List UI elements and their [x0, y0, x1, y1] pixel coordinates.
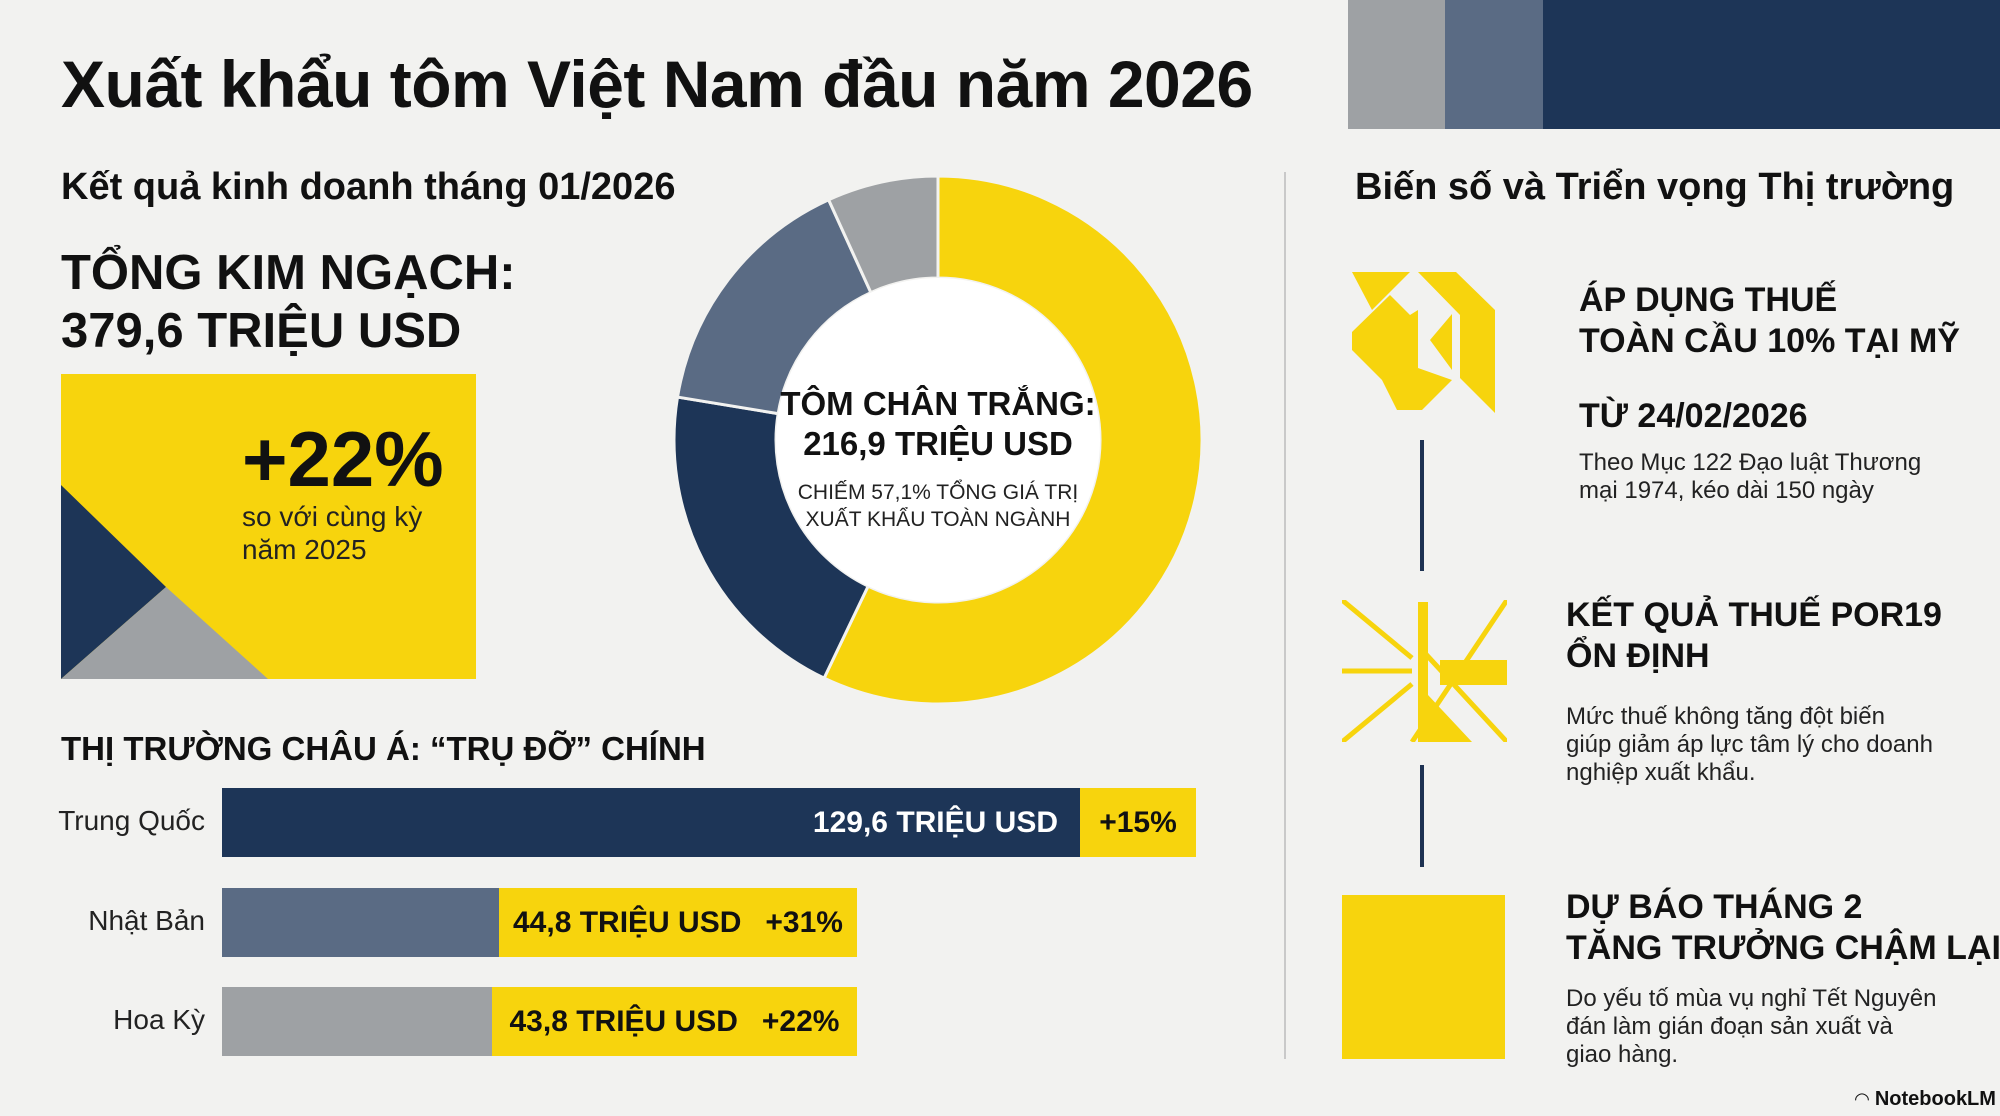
decor-block-gray: [1348, 0, 1445, 129]
bar-usa-value: 43,8 TRIỆU USD: [509, 1004, 738, 1038]
bar-japan: [222, 888, 499, 957]
total-value: 379,6 TRIỆU USD: [61, 304, 462, 358]
converging-lines-icon: [1342, 600, 1507, 742]
item1-body: Theo Mục 122 Đạo luật Thương mại 1974, k…: [1579, 449, 1921, 505]
market-label-china: Trung Quốc: [58, 805, 205, 836]
donut-center-note1: CHIẾM 57,1% TỔNG GIÁ TRỊ: [797, 481, 1079, 504]
item3-body-line3: giao hàng.: [1566, 1041, 1679, 1068]
item1-date: TỪ 24/02/2026: [1579, 397, 1808, 435]
item2-title-line1: KẾT QUẢ THUẾ POR19: [1566, 596, 1942, 634]
yellow-square-icon: [1342, 895, 1505, 1059]
geometric-tangram-icon: [1352, 272, 1495, 413]
notebooklm-brand: ◠ NotebookLM: [1855, 1088, 1996, 1111]
item1-body-line1: Theo Mục 122 Đạo luật Thương: [1579, 449, 1922, 476]
item1-title-line1: ÁP DỤNG THUẾ: [1579, 281, 1838, 319]
donut-chart: [672, 174, 1204, 706]
bar-china-value: 129,6 TRIỆU USD: [812, 805, 1058, 839]
section-subtitle: Kết quả kinh doanh tháng 01/2026: [61, 166, 676, 208]
bar-usa: [222, 987, 492, 1056]
bar-japan-label: 44,8 TRIỆU USD +31%: [499, 888, 857, 957]
timeline-connector: [1420, 440, 1424, 571]
asia-heading: THỊ TRƯỜNG CHÂU Á: “TRỤ ĐỠ” CHÍNH: [61, 730, 706, 767]
item3-body-line2: đán làm gián đoạn sản xuất và: [1566, 1013, 1893, 1040]
donut-hole: [776, 278, 1100, 602]
growth-caption: so với cùng kỳ năm 2025: [242, 500, 422, 566]
bar-japan-value: 44,8 TRIỆU USD: [513, 905, 742, 939]
item3-body-line1: Do yếu tố mùa vụ nghỉ Tết Nguyên: [1566, 985, 1937, 1012]
market-label-japan: Nhật Bản: [88, 905, 205, 936]
item2-title-line2: ỔN ĐỊNH: [1566, 637, 1710, 675]
item3-body: Do yếu tố mùa vụ nghỉ Tết Nguyên đán làm…: [1566, 985, 1936, 1069]
market-label-usa: Hoa Kỳ: [113, 1004, 205, 1035]
item3-title-line1: DỰ BÁO THÁNG 2: [1566, 888, 1863, 926]
navy-triangle: [61, 485, 166, 679]
decor-block-slate: [1445, 0, 1543, 129]
growth-value: +22%: [242, 415, 444, 503]
vertical-divider: [1284, 172, 1286, 1059]
growth-china: +15%: [1099, 805, 1177, 839]
total-label: TỔNG KIM NGẠCH:: [61, 246, 516, 300]
page-title: Xuất khẩu tôm Việt Nam đầu năm 2026: [61, 47, 1253, 121]
bar-china-growth: +15%: [1080, 788, 1196, 857]
growth-japan: +31%: [765, 905, 843, 939]
item1-title-line2: TOÀN CẦU 10% TẠI MỸ: [1579, 322, 1960, 360]
item1-body-line2: mại 1974, kéo dài 150 ngày: [1579, 477, 1874, 504]
item2-body-line3: nghiệp xuất khẩu.: [1566, 759, 1756, 786]
outlook-heading: Biến số và Triển vọng Thị trường: [1355, 166, 1955, 208]
notebooklm-logo-icon: ◠: [1855, 1089, 1869, 1109]
item2-title: KẾT QUẢ THUẾ POR19 ỔN ĐỊNH: [1566, 595, 1942, 677]
donut-center-value: 216,9 TRIỆU USD: [803, 425, 1073, 462]
growth-caption-line1: so với cùng kỳ: [242, 501, 423, 532]
timeline-connector: [1420, 765, 1424, 867]
brand-text: NotebookLM: [1874, 1088, 1996, 1110]
growth-card-decor: [61, 485, 268, 679]
item2-body-line2: giúp giảm áp lực tâm lý cho doanh: [1566, 731, 1933, 758]
growth-caption-line2: năm 2025: [242, 534, 367, 565]
donut-center-title: TÔM CHÂN TRẮNG:: [780, 385, 1096, 422]
donut-center-note2: XUẤT KHẨU TOÀN NGÀNH: [805, 508, 1071, 531]
total-export: TỔNG KIM NGẠCH: 379,6 TRIỆU USD: [61, 244, 516, 360]
growth-usa: +22%: [761, 1004, 840, 1038]
item3-title: DỰ BÁO THÁNG 2 TĂNG TRƯỞNG CHẬM LẠI: [1566, 887, 2000, 969]
bar-usa-label: 43,8 TRIỆU USD +22%: [492, 987, 857, 1056]
growth-card: +22% so với cùng kỳ năm 2025: [61, 374, 476, 679]
bar-china: 129,6 TRIỆU USD: [222, 788, 1080, 857]
item3-title-line2: TĂNG TRƯỞNG CHẬM LẠI: [1566, 929, 2000, 967]
item1-title: ÁP DỤNG THUẾ TOÀN CẦU 10% TẠI MỸ: [1579, 280, 1960, 362]
decor-block-navy: [1543, 0, 2000, 129]
gray-triangle: [61, 587, 268, 679]
item2-body: Mức thuế không tăng đột biến giúp giảm á…: [1566, 703, 1933, 787]
item2-body-line1: Mức thuế không tăng đột biến: [1566, 703, 1885, 730]
